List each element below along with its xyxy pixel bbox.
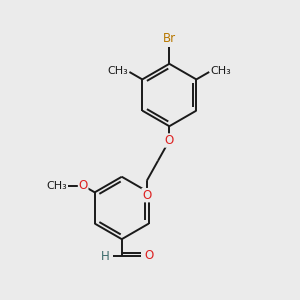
Text: CH₃: CH₃: [108, 66, 128, 76]
Text: H: H: [101, 250, 110, 263]
Text: O: O: [142, 189, 152, 202]
Text: O: O: [79, 179, 88, 192]
Text: CH₃: CH₃: [210, 66, 231, 76]
Text: CH₃: CH₃: [46, 181, 67, 191]
Text: Br: Br: [163, 32, 176, 45]
Text: O: O: [165, 134, 174, 147]
Text: O: O: [145, 249, 154, 262]
